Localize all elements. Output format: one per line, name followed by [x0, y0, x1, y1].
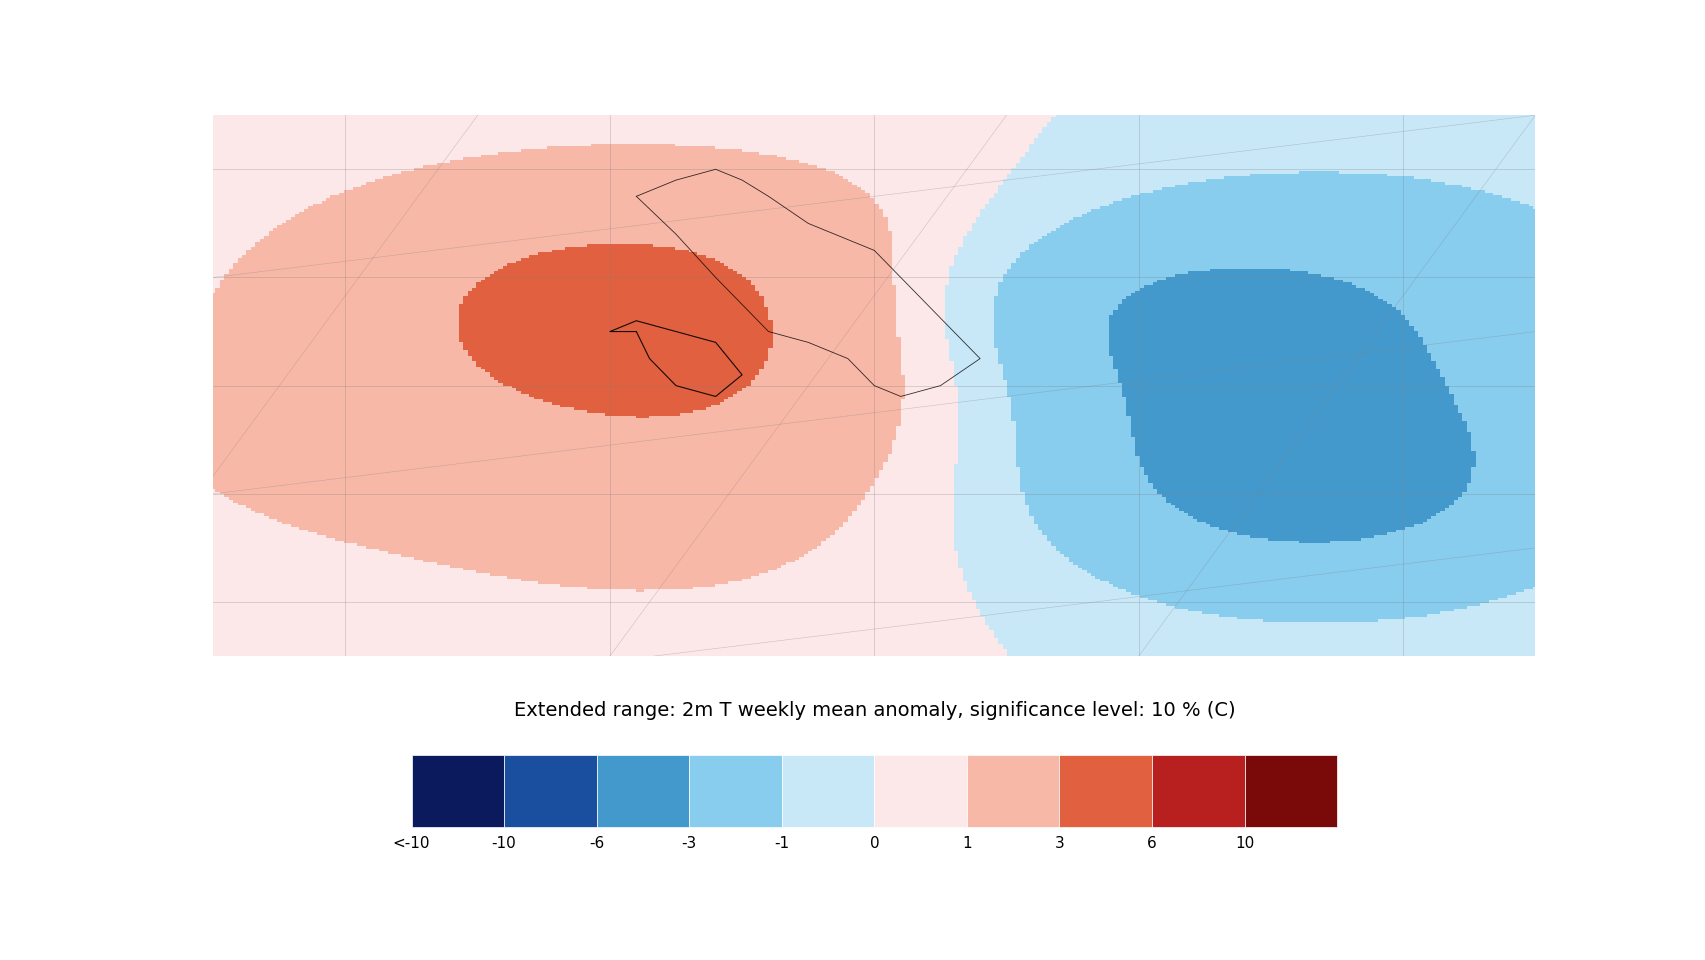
- Text: Extended range: 2m T weekly mean anomaly, significance level: 10 % (C): Extended range: 2m T weekly mean anomaly…: [513, 701, 1234, 720]
- FancyBboxPatch shape: [411, 756, 505, 828]
- FancyBboxPatch shape: [1243, 756, 1337, 828]
- FancyBboxPatch shape: [967, 756, 1059, 828]
- Text: 1: 1: [962, 836, 972, 852]
- Text: -10: -10: [491, 836, 517, 852]
- FancyBboxPatch shape: [505, 756, 597, 828]
- Text: <-10: <-10: [392, 836, 430, 852]
- Text: -1: -1: [774, 836, 789, 852]
- Text: 6: 6: [1146, 836, 1156, 852]
- FancyBboxPatch shape: [597, 756, 689, 828]
- FancyBboxPatch shape: [1151, 756, 1243, 828]
- Text: 0: 0: [870, 836, 878, 852]
- Text: -3: -3: [682, 836, 696, 852]
- FancyBboxPatch shape: [781, 756, 873, 828]
- FancyBboxPatch shape: [875, 756, 967, 828]
- FancyBboxPatch shape: [689, 756, 781, 828]
- Text: -6: -6: [588, 836, 604, 852]
- Text: 10: 10: [1234, 836, 1253, 852]
- FancyBboxPatch shape: [1059, 756, 1151, 828]
- Text: 3: 3: [1054, 836, 1064, 852]
